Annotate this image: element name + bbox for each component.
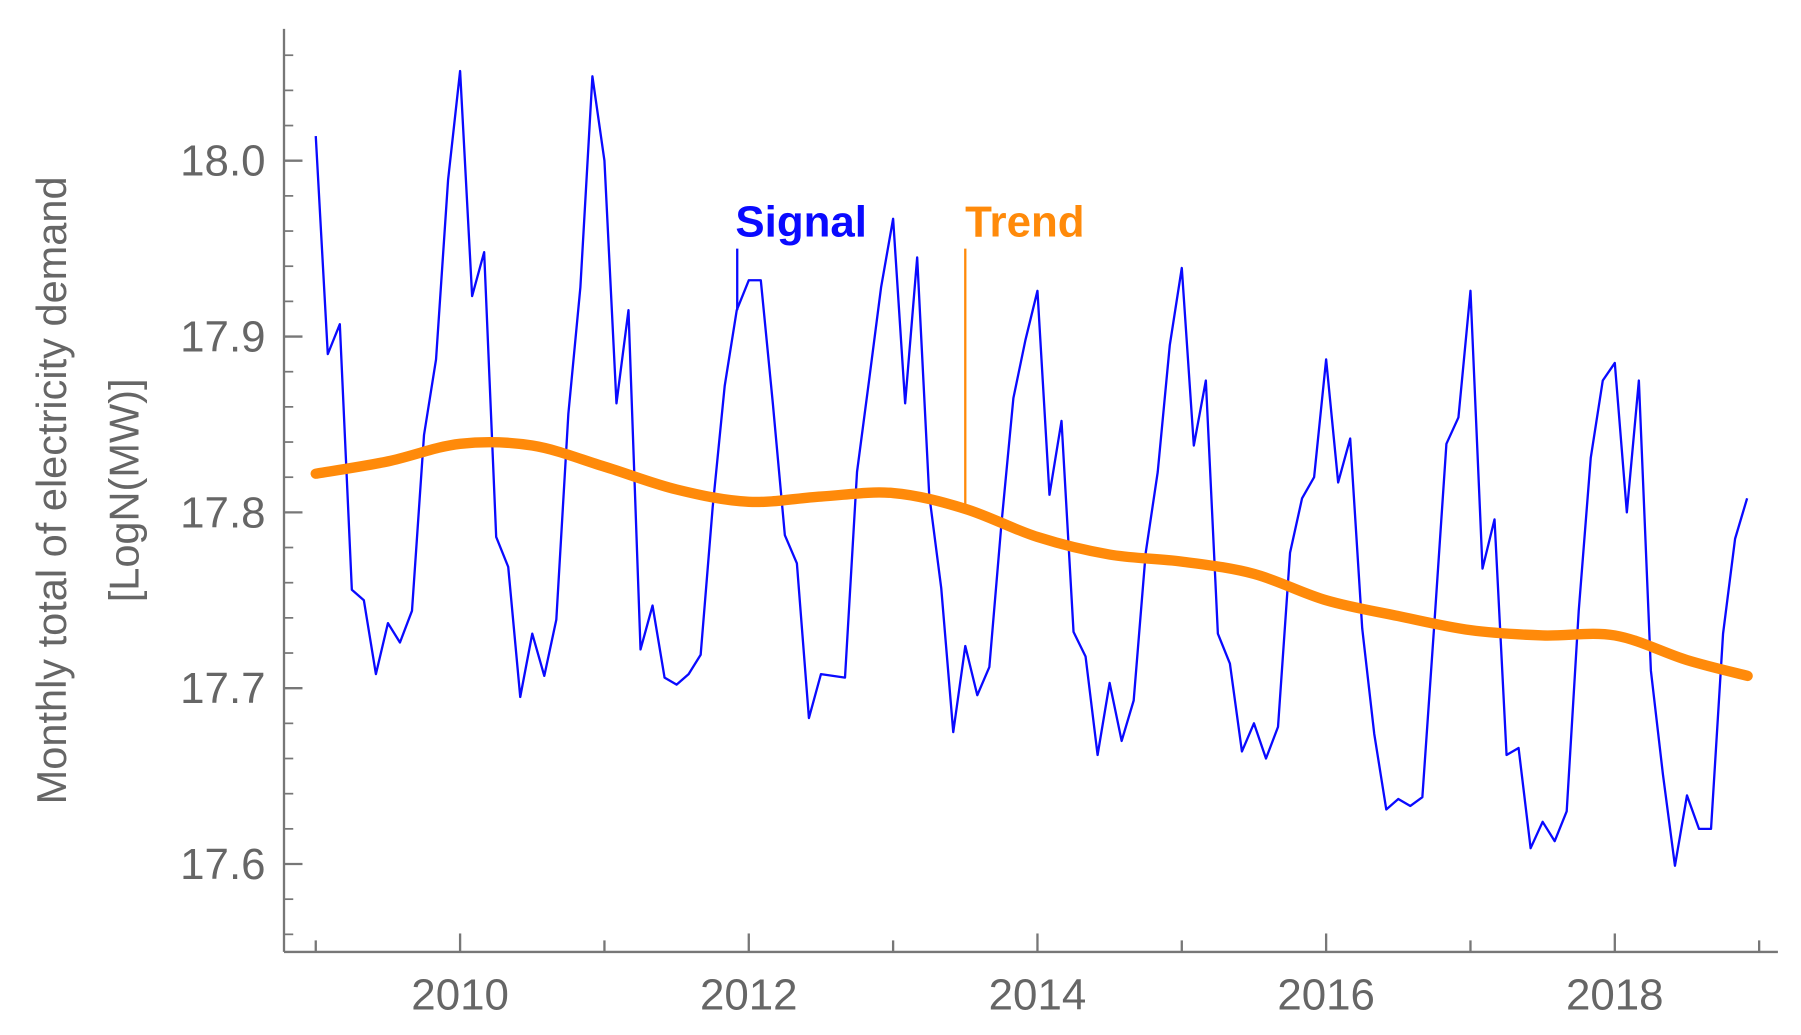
axes: 17.6 17.7 17.8 17.9 18.0 2010 2012 2014 2016 2018 (180, 28, 1778, 1020)
x-tick-label: 2016 (1277, 971, 1375, 1020)
labels: Monthly total of electricity demand [Log… (28, 176, 1085, 804)
y-axis-label-line2: [LogN(MW)] (101, 378, 148, 602)
annotation-trend: Trend (965, 198, 1084, 247)
signal-line (314, 69, 1749, 867)
y-tick-label: 17.8 (180, 488, 265, 537)
y-tick-label: 17.6 (180, 840, 265, 889)
y-tick-label: 17.7 (180, 664, 265, 713)
plot-area (310, 69, 1753, 867)
trend-line (310, 436, 1753, 682)
y-axis-label-line1: Monthly total of electricity demand (28, 176, 75, 804)
x-tick-label: 2018 (1566, 971, 1664, 1020)
y-tick-label: 18.0 (180, 137, 265, 186)
x-tick-label: 2014 (989, 971, 1087, 1020)
y-tick-label: 17.9 (180, 313, 265, 362)
x-tick-label: 2012 (700, 971, 798, 1020)
x-tick-label: 2010 (411, 971, 509, 1020)
annotation-signal: Signal (735, 198, 867, 247)
